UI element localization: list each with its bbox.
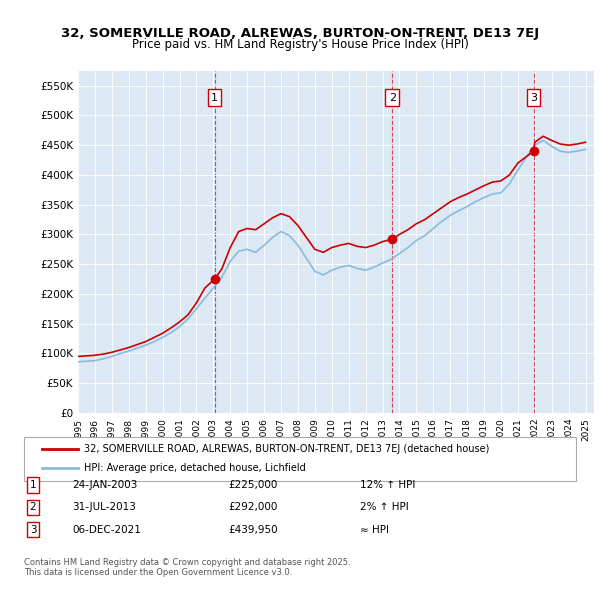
Text: Price paid vs. HM Land Registry's House Price Index (HPI): Price paid vs. HM Land Registry's House … [131, 38, 469, 51]
Text: 32, SOMERVILLE ROAD, ALREWAS, BURTON-ON-TRENT, DE13 7EJ: 32, SOMERVILLE ROAD, ALREWAS, BURTON-ON-… [61, 27, 539, 40]
Text: ≈ HPI: ≈ HPI [360, 525, 389, 535]
Text: 12% ↑ HPI: 12% ↑ HPI [360, 480, 415, 490]
Text: 06-DEC-2021: 06-DEC-2021 [72, 525, 141, 535]
Text: 3: 3 [530, 93, 537, 103]
Text: HPI: Average price, detached house, Lichfield: HPI: Average price, detached house, Lich… [84, 464, 306, 473]
Text: 31-JUL-2013: 31-JUL-2013 [72, 503, 136, 512]
Text: 32, SOMERVILLE ROAD, ALREWAS, BURTON-ON-TRENT, DE13 7EJ (detached house): 32, SOMERVILLE ROAD, ALREWAS, BURTON-ON-… [84, 444, 490, 454]
Text: 2: 2 [389, 93, 396, 103]
Text: 3: 3 [29, 525, 37, 535]
Text: 1: 1 [29, 480, 37, 490]
Text: £225,000: £225,000 [228, 480, 277, 490]
Text: 24-JAN-2003: 24-JAN-2003 [72, 480, 137, 490]
Text: £439,950: £439,950 [228, 525, 278, 535]
Text: 2% ↑ HPI: 2% ↑ HPI [360, 503, 409, 512]
Text: £292,000: £292,000 [228, 503, 277, 512]
Text: Contains HM Land Registry data © Crown copyright and database right 2025.
This d: Contains HM Land Registry data © Crown c… [24, 558, 350, 577]
Text: 2: 2 [29, 503, 37, 512]
Text: 1: 1 [211, 93, 218, 103]
